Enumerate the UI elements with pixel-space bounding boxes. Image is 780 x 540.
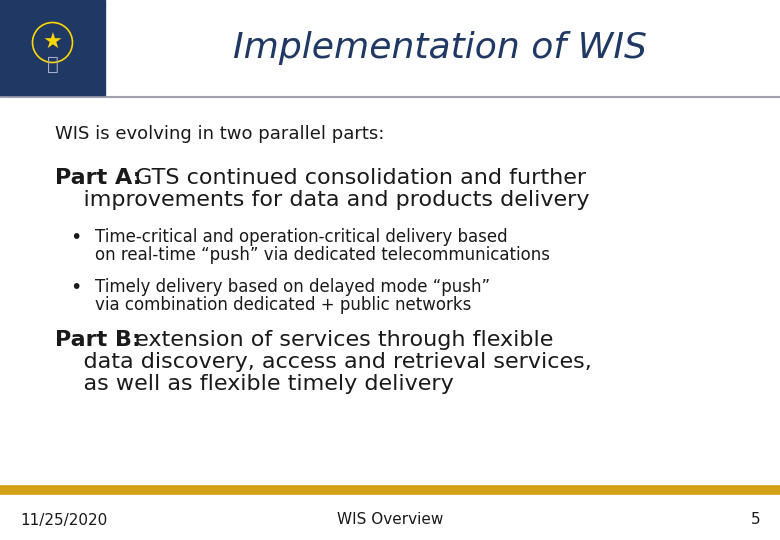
Text: as well as flexible timely delivery: as well as flexible timely delivery (55, 374, 454, 394)
Text: Part B:: Part B: (55, 330, 141, 350)
Text: 🌐: 🌐 (47, 55, 58, 74)
Text: extension of services through flexible: extension of services through flexible (128, 330, 553, 350)
Text: Part A:: Part A: (55, 168, 141, 188)
Text: 11/25/2020: 11/25/2020 (20, 512, 108, 528)
Text: GTS continued consolidation and further: GTS continued consolidation and further (128, 168, 586, 188)
Text: Timely delivery based on delayed mode “push”: Timely delivery based on delayed mode “p… (95, 278, 490, 296)
Text: •: • (70, 278, 81, 297)
Text: data discovery, access and retrieval services,: data discovery, access and retrieval ser… (55, 352, 592, 372)
Text: improvements for data and products delivery: improvements for data and products deliv… (55, 190, 590, 210)
Text: via combination dedicated + public networks: via combination dedicated + public netwo… (95, 296, 471, 314)
Text: WIS is evolving in two parallel parts:: WIS is evolving in two parallel parts: (55, 125, 385, 143)
Text: on real-time “push” via dedicated telecommunications: on real-time “push” via dedicated teleco… (95, 246, 550, 264)
Text: Implementation of WIS: Implementation of WIS (233, 31, 647, 65)
Bar (0, 0, 105, 95)
Text: •: • (70, 228, 81, 247)
Text: WIS Overview: WIS Overview (337, 512, 443, 528)
Text: Time-critical and operation-critical delivery based: Time-critical and operation-critical del… (95, 228, 508, 246)
Text: 5: 5 (750, 512, 760, 528)
Text: ★: ★ (42, 32, 62, 52)
